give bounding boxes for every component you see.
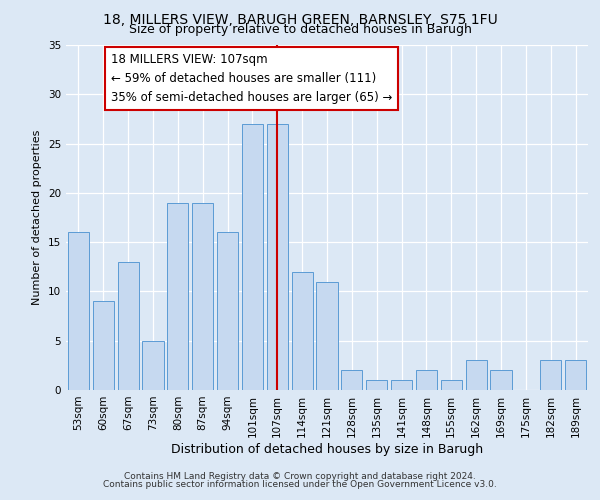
Bar [118,262,139,390]
Bar [441,380,462,390]
Text: Contains public sector information licensed under the Open Government Licence v3: Contains public sector information licen… [103,480,497,489]
Bar [565,360,586,390]
Bar [416,370,437,390]
Bar [167,202,188,390]
Text: Contains HM Land Registry data © Crown copyright and database right 2024.: Contains HM Land Registry data © Crown c… [124,472,476,481]
Bar [540,360,561,390]
Bar [316,282,338,390]
Bar [490,370,512,390]
Y-axis label: Number of detached properties: Number of detached properties [32,130,43,305]
Text: Size of property relative to detached houses in Barugh: Size of property relative to detached ho… [128,24,472,36]
Text: 18 MILLERS VIEW: 107sqm
← 59% of detached houses are smaller (111)
35% of semi-d: 18 MILLERS VIEW: 107sqm ← 59% of detache… [111,53,392,104]
Bar [192,202,213,390]
Bar [366,380,387,390]
Bar [292,272,313,390]
Bar [142,340,164,390]
Text: 18, MILLERS VIEW, BARUGH GREEN, BARNSLEY, S75 1FU: 18, MILLERS VIEW, BARUGH GREEN, BARNSLEY… [103,12,497,26]
Bar [68,232,89,390]
Bar [93,302,114,390]
Bar [242,124,263,390]
Bar [217,232,238,390]
Bar [341,370,362,390]
Bar [267,124,288,390]
Bar [466,360,487,390]
Text: Distribution of detached houses by size in Barugh: Distribution of detached houses by size … [171,442,483,456]
Bar [391,380,412,390]
